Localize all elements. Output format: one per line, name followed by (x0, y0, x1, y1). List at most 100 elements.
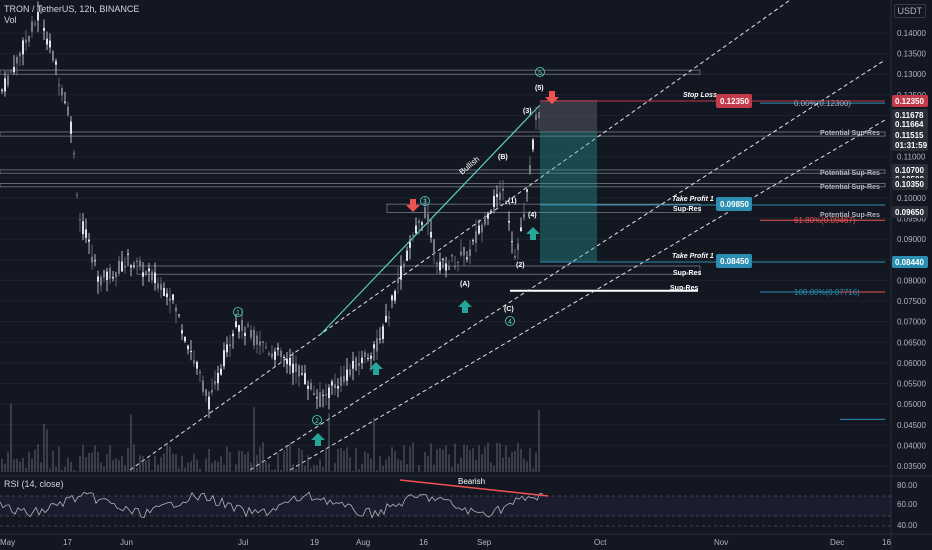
candle-body (208, 396, 210, 410)
candle-body (403, 263, 405, 268)
candle-body (508, 220, 510, 223)
candle-body (355, 357, 357, 371)
volume-bar (1, 458, 3, 472)
volume-bar (85, 457, 87, 472)
volume-bar (400, 460, 402, 472)
candle-body (262, 341, 264, 343)
sup-res-zone (136, 265, 701, 275)
channel-line (289, 119, 886, 471)
candle-body (55, 61, 57, 65)
candle-body (535, 114, 537, 121)
volume-bar (370, 458, 372, 472)
candle-body (169, 298, 171, 301)
candle-body (328, 387, 330, 398)
volume-bar (223, 464, 225, 472)
candle-body (148, 268, 150, 272)
candle-body (199, 371, 201, 374)
candle-body (334, 384, 336, 389)
candle-body (289, 357, 291, 366)
price-tag (716, 197, 752, 211)
volume-bar (37, 444, 39, 472)
potential-sup-res-label: Potential Sup-Res (820, 212, 880, 219)
volume-bar (376, 470, 378, 472)
volume-bar (394, 451, 396, 472)
candle-body (490, 210, 492, 212)
volume-bar (112, 459, 114, 472)
candle-body (271, 353, 273, 358)
volume-bar (349, 457, 351, 472)
candle-body (457, 261, 459, 264)
volume-bar (340, 448, 342, 472)
volume-bar (289, 442, 291, 472)
volume-bar (427, 455, 429, 472)
candle-body (304, 373, 306, 385)
time-tick: Nov (714, 538, 728, 547)
fib-label: 0.00%(0.12300) (794, 99, 851, 108)
candle-body (10, 71, 12, 73)
axis-badge (892, 129, 928, 141)
sup-res-label: Sup-Res (670, 285, 699, 292)
volume-bar (118, 460, 120, 472)
candle-body (43, 27, 45, 31)
candle-body (415, 225, 417, 234)
price-tick: 0.08000 (897, 276, 926, 285)
volume-bar (295, 469, 297, 472)
candle-body (379, 338, 381, 340)
candle-body (259, 341, 261, 346)
candle-body (376, 338, 378, 352)
candle-body (7, 75, 9, 86)
candle-body (196, 361, 198, 369)
candle-body (430, 231, 432, 238)
candles (1, 1, 540, 472)
volume-bar (490, 462, 492, 472)
volume-bar (25, 467, 27, 472)
wave-label: (B) (498, 154, 508, 161)
volume-bar (196, 459, 198, 472)
wave-label: (3) (523, 108, 532, 115)
up-arrow-icon (526, 227, 540, 240)
fib-label: 61.80%(0.09467) (794, 216, 856, 225)
price-tick: 0.07000 (897, 318, 926, 327)
candle-body (361, 357, 363, 364)
wave-circle (233, 307, 243, 317)
volume-bar (310, 468, 312, 472)
volume-bar (46, 429, 48, 472)
volume-bar (190, 461, 192, 472)
volume-bar (205, 458, 207, 472)
volume-bar (445, 445, 447, 472)
candle-body (166, 293, 168, 298)
wave-number: 2 (315, 418, 319, 425)
candle-body (73, 153, 75, 155)
axis-badge-text: 0.11515 (895, 131, 924, 140)
candle-body (235, 321, 237, 327)
volume-label: Vol (4, 15, 17, 25)
axis-badge-text: 0.09650 (895, 208, 924, 217)
candle-body (250, 329, 252, 338)
candle-body (391, 295, 393, 301)
bearish-divergence-line (399, 479, 549, 497)
candle-body (118, 260, 120, 274)
currency-unit[interactable]: USDT (893, 4, 926, 18)
volume-bar (397, 459, 399, 472)
rsi-tick: 80.00 (897, 481, 918, 490)
candle-body (385, 315, 387, 323)
candle-body (202, 380, 204, 392)
candle-body (46, 38, 48, 45)
candle-body (460, 251, 462, 256)
symbol-title[interactable]: TRON / TetherUS, 12h, BINANCE (4, 4, 140, 14)
volume-bar (277, 453, 279, 472)
wave-number: 5 (538, 70, 542, 77)
volume-bar (139, 455, 141, 472)
candle-body (397, 279, 399, 284)
stop-loss-label: Stop Loss (683, 92, 717, 99)
volume-bar (151, 470, 153, 472)
volume-bar (166, 443, 168, 472)
candle-body (115, 272, 117, 278)
candle-body (370, 355, 372, 359)
volume-bar (343, 450, 345, 472)
wave-circle (420, 196, 430, 206)
volume-bar (517, 442, 519, 472)
volume-bar (265, 461, 267, 472)
volume-bar (301, 450, 303, 472)
